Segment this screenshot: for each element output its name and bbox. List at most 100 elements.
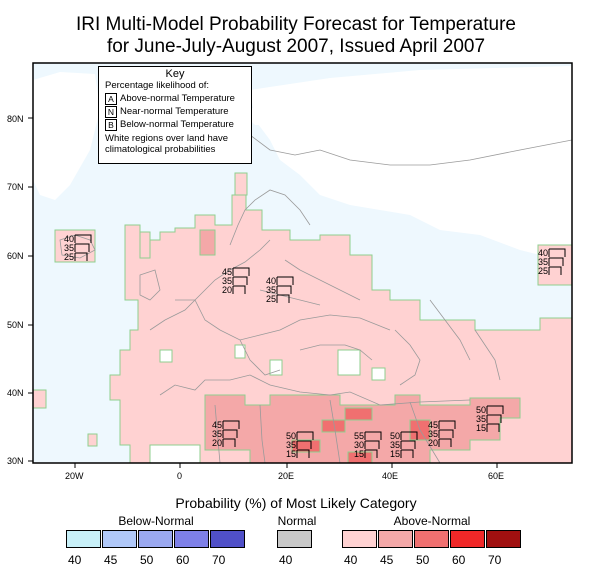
station-value: 35 xyxy=(64,243,74,253)
station-bar xyxy=(74,252,88,261)
station-bar xyxy=(74,234,92,243)
legend-swatch-label: 40 xyxy=(279,553,293,567)
legend-swatch xyxy=(414,530,449,548)
legend-title: Probability (%) of Most Likely Category xyxy=(175,495,417,511)
lat-ticks xyxy=(28,117,498,468)
station-bar xyxy=(486,405,504,414)
station-value: 35 xyxy=(212,429,222,439)
station-value: 35 xyxy=(266,285,276,295)
legend-swatch-label: 40 xyxy=(68,553,82,567)
legend-swatch-label: 45 xyxy=(380,553,394,567)
station-bar xyxy=(276,285,292,294)
station-value: 15 xyxy=(390,449,400,459)
station-bar xyxy=(548,257,564,266)
key-letter-n: N xyxy=(105,105,117,118)
legend-group-below-heading: Below-Normal xyxy=(118,514,194,528)
map-key: Key Percentage likelihood of: A Above-no… xyxy=(98,66,252,164)
station-value: 20 xyxy=(428,438,438,448)
map-frame xyxy=(32,62,573,464)
legend-swatch-label: 40 xyxy=(344,553,358,567)
key-row-below: B Below-normal Temperature xyxy=(105,118,251,131)
station-value: 35 xyxy=(222,276,232,286)
longitude-labels: 20W 0 20E 40E 60E xyxy=(65,471,504,481)
forecast-map: 80N 70N 60N 50N 40N 30N 20W 0 20E 40E 60… xyxy=(7,62,573,481)
station-bar xyxy=(438,420,456,429)
station-value: 50 xyxy=(390,431,400,441)
station-value: 40 xyxy=(266,276,276,286)
station-bar xyxy=(364,431,382,440)
station-bar xyxy=(438,438,452,447)
key-label-near: Near-normal Temperature xyxy=(120,105,229,117)
legend-swatch-label: 50 xyxy=(416,553,430,567)
land-white-greenland xyxy=(33,72,100,200)
station-value: 35 xyxy=(286,440,296,450)
station-bar xyxy=(486,414,502,423)
legend-swatch xyxy=(174,530,209,548)
key-heading: Key xyxy=(165,68,185,80)
station-bar xyxy=(364,440,380,449)
legend-swatch xyxy=(378,530,413,548)
station-value: 35 xyxy=(476,414,486,424)
legend-group-above-heading: Above-Normal xyxy=(393,514,471,528)
station-bar xyxy=(400,431,418,440)
station-bar xyxy=(548,266,562,275)
station-bar xyxy=(364,449,378,458)
station-value: 30 xyxy=(354,440,364,450)
key-note: White regions over land have climatologi… xyxy=(105,133,251,155)
lat-label-70n: 70N xyxy=(7,182,24,192)
station-bar xyxy=(222,438,236,447)
lon-label-0: 0 xyxy=(177,471,182,481)
above-normal-50-region xyxy=(291,407,431,463)
station-value: 40 xyxy=(64,234,74,244)
lat-label-50n: 50N xyxy=(7,320,24,330)
legend-swatch xyxy=(210,530,245,548)
station-value: 15 xyxy=(354,449,364,459)
station-bar xyxy=(548,248,566,257)
key-subheading: Percentage likelihood of: xyxy=(105,80,210,91)
legend-swatch xyxy=(138,530,173,548)
legend-swatch-label: 60 xyxy=(452,553,466,567)
station-value: 50 xyxy=(286,431,296,441)
station-value: 25 xyxy=(266,294,276,304)
lon-label-60e: 60E xyxy=(488,471,504,481)
key-letter-b: B xyxy=(105,118,117,131)
lat-label-40n: 40N xyxy=(7,388,24,398)
key-label-below: Below-normal Temperature xyxy=(120,118,234,130)
key-label-above: Above-normal Temperature xyxy=(120,92,235,104)
lon-label-20w: 20W xyxy=(65,471,84,481)
station-bar xyxy=(276,294,290,303)
legend-swatch-label: 70 xyxy=(212,553,226,567)
lat-label-60n: 60N xyxy=(7,251,24,261)
station-value: 35 xyxy=(538,257,548,267)
station-value: 45 xyxy=(428,420,438,430)
station-bar xyxy=(74,243,90,252)
station-value: 50 xyxy=(476,405,486,415)
station-glyphs: 4035254535204035254035254535205035155530… xyxy=(64,234,566,459)
station-bar xyxy=(276,276,294,285)
station-bar xyxy=(222,429,238,438)
station-value: 40 xyxy=(538,248,548,258)
station-value: 25 xyxy=(64,252,74,262)
land-white-svalbard xyxy=(240,105,300,125)
legend-swatch-label: 70 xyxy=(488,553,502,567)
legend-swatch xyxy=(450,530,485,548)
station-value: 15 xyxy=(286,449,296,459)
station-bar xyxy=(438,429,454,438)
key-note-line-1: White regions over land have xyxy=(105,133,229,144)
legend-swatch xyxy=(342,530,377,548)
station-value: 35 xyxy=(428,429,438,439)
above-normal-45-region xyxy=(199,229,521,463)
key-row-above: A Above-normal Temperature xyxy=(105,92,251,105)
legend-swatch-label: 60 xyxy=(176,553,190,567)
latitude-labels: 80N 70N 60N 50N 40N 30N xyxy=(7,114,24,466)
coastlines xyxy=(59,134,572,463)
station-bar xyxy=(400,440,416,449)
